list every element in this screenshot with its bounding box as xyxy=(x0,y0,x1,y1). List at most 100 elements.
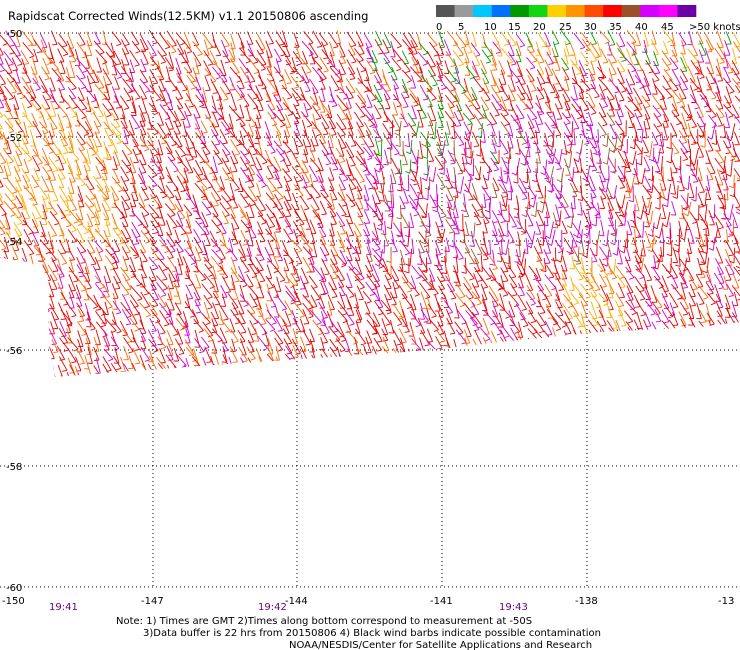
wind-barb-flag xyxy=(93,306,98,309)
wind-barb-flag xyxy=(656,171,662,175)
wind-barb xyxy=(697,176,705,193)
wind-barb xyxy=(608,58,617,75)
wind-barb xyxy=(597,60,605,78)
wind-barb xyxy=(51,67,62,80)
wind-barb xyxy=(580,120,585,136)
wind-barb-flag xyxy=(269,239,275,242)
wind-barb xyxy=(415,121,420,136)
wind-barb-flag xyxy=(303,208,310,211)
wind-barb-flag xyxy=(584,183,590,186)
wind-barb-flag xyxy=(160,294,167,297)
wind-barb xyxy=(158,85,166,101)
wind-barb xyxy=(634,194,640,211)
wind-barb-flag xyxy=(80,261,86,264)
wind-barb xyxy=(266,184,275,199)
wind-barb xyxy=(311,57,323,69)
wind-barb xyxy=(132,139,142,154)
wind-barb-flag xyxy=(101,97,107,101)
wind-barb-flag xyxy=(79,241,85,244)
wind-barb-flag xyxy=(519,44,525,48)
wind-barb-flag xyxy=(457,172,463,175)
wind-barb-flag xyxy=(342,117,348,120)
wind-barb-flag xyxy=(224,178,230,181)
wind-barb-flag xyxy=(29,55,35,59)
wind-barb xyxy=(33,239,42,255)
wind-barb xyxy=(338,69,343,83)
wind-barb xyxy=(220,32,230,46)
wind-barb xyxy=(177,257,183,275)
wind-barb-flag xyxy=(278,197,284,201)
wind-barb xyxy=(139,84,148,99)
wind-barb-flag xyxy=(448,231,455,234)
wind-barb-flag xyxy=(215,199,222,202)
wind-barb xyxy=(716,168,724,186)
wind-barb xyxy=(42,57,50,74)
wind-barb-flag xyxy=(654,235,660,239)
wind-barb-flag xyxy=(375,163,381,166)
wind-barb xyxy=(365,76,373,92)
wind-barb xyxy=(669,228,671,245)
wind-barb-flag xyxy=(458,143,465,147)
wind-barb-flag xyxy=(134,127,140,130)
wind-barb-flag xyxy=(81,108,87,111)
wind-barb-flag xyxy=(181,232,187,236)
legend-swatch xyxy=(640,5,660,17)
wind-barb-flag xyxy=(477,253,483,255)
wind-barb xyxy=(534,119,541,133)
wind-barb xyxy=(336,266,345,281)
wind-barb xyxy=(265,40,273,58)
wind-barb xyxy=(411,56,419,73)
wind-barb xyxy=(195,86,205,102)
wind-barb xyxy=(464,247,475,264)
wind-barb xyxy=(364,67,370,81)
wind-barb xyxy=(456,104,464,121)
wind-barb xyxy=(13,94,20,110)
wind-barb-flag xyxy=(0,54,4,56)
wind-barb-flag xyxy=(718,227,724,230)
wind-barb xyxy=(643,264,653,281)
wind-barb xyxy=(123,129,129,144)
wind-barb xyxy=(558,148,563,165)
wind-barb xyxy=(507,230,515,243)
wind-barb-flag xyxy=(710,172,716,175)
wind-barb-flag xyxy=(468,173,474,177)
wind-barb xyxy=(733,174,735,189)
wind-barb xyxy=(158,111,164,126)
wind-barb xyxy=(138,104,146,122)
wind-barb xyxy=(480,59,488,74)
wind-barb xyxy=(239,104,245,119)
wind-barb xyxy=(609,101,616,117)
wind-barb xyxy=(374,67,383,83)
wind-barb xyxy=(363,33,373,47)
wind-barb xyxy=(21,211,28,225)
wind-barb xyxy=(527,75,537,91)
wind-barb xyxy=(155,275,168,289)
wind-barb-flag xyxy=(187,297,193,300)
wind-barb xyxy=(283,195,292,210)
wind-barb-flag xyxy=(556,168,562,170)
wind-barb-flag xyxy=(55,159,61,162)
wind-barb xyxy=(704,203,708,222)
wind-barb xyxy=(329,192,335,210)
wind-barb xyxy=(625,78,633,94)
wind-barb xyxy=(698,40,707,56)
wind-barb xyxy=(230,42,236,60)
wind-barb xyxy=(327,177,335,191)
wind-barb xyxy=(549,166,555,184)
wind-barb-flag xyxy=(424,250,430,253)
wind-barb xyxy=(185,185,192,200)
wind-barb xyxy=(51,257,59,272)
legend-swatch xyxy=(528,5,548,17)
wind-barb xyxy=(335,211,346,226)
wind-barb-flag xyxy=(118,242,124,245)
wind-barb-flag xyxy=(554,223,560,227)
wind-barb xyxy=(641,195,648,212)
wind-barb xyxy=(384,220,387,235)
wind-barb xyxy=(606,193,615,211)
wind-barb-flag xyxy=(441,272,447,275)
wind-barb-flag xyxy=(423,98,429,101)
wind-barb xyxy=(546,51,554,64)
wind-barb xyxy=(672,95,678,111)
wind-barb-flag xyxy=(621,59,627,63)
wind-barb xyxy=(454,66,461,84)
